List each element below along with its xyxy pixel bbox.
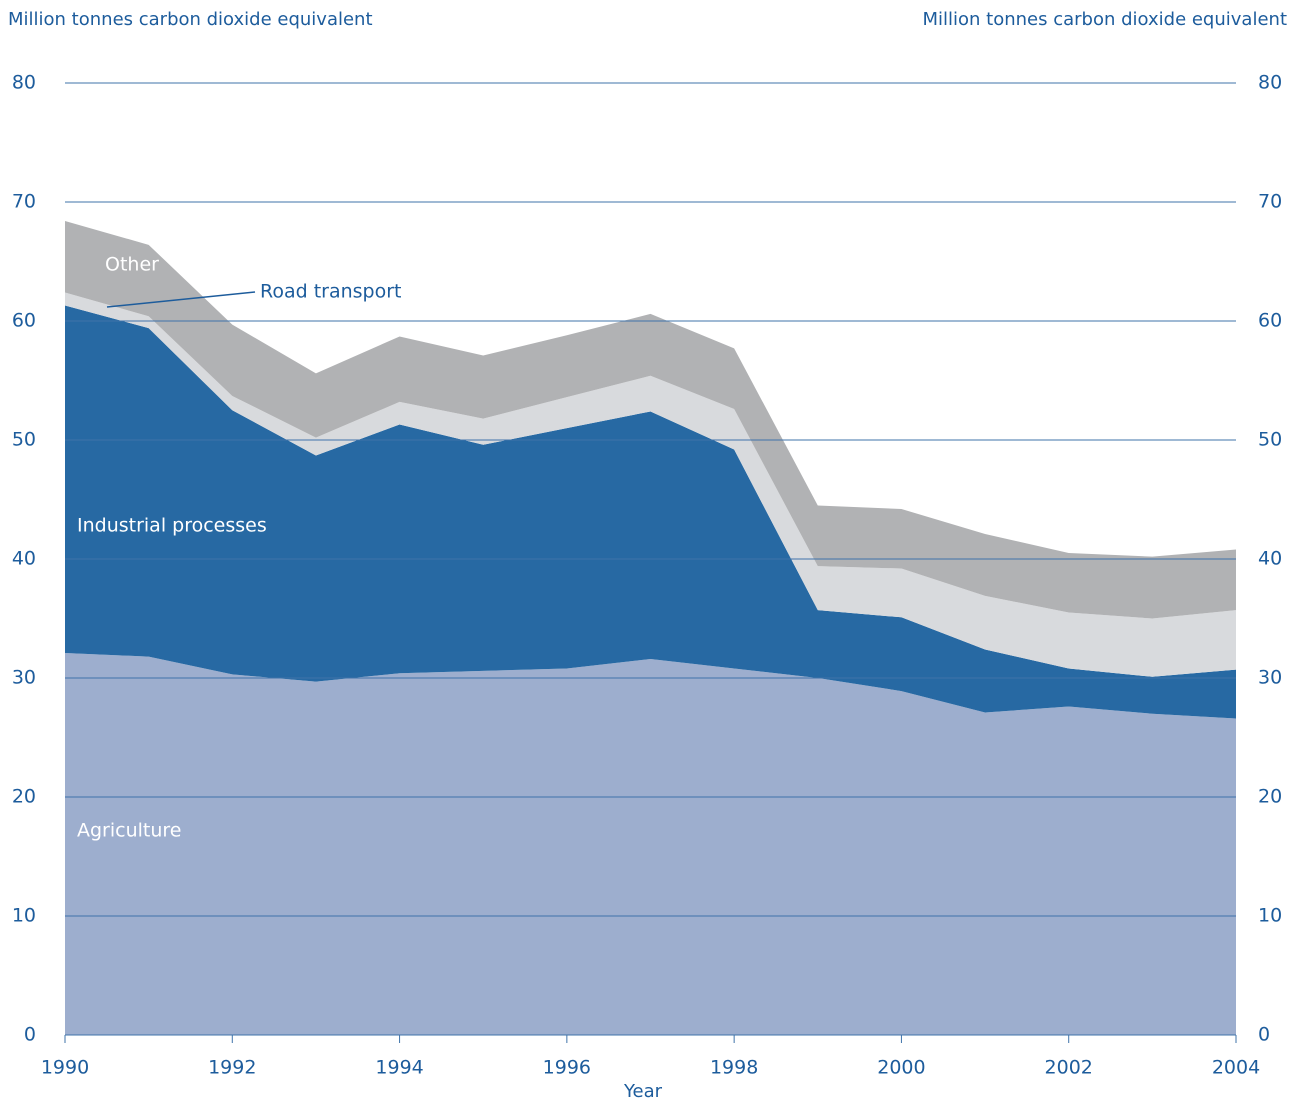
- area: [65, 653, 1236, 1035]
- area-label: Road transport: [260, 281, 402, 303]
- y2-tick-label: 40: [1258, 548, 1282, 570]
- y2-tick-label: 10: [1258, 905, 1282, 927]
- y-tick-label: 0: [24, 1024, 36, 1046]
- x-tick-label: 1992: [208, 1057, 256, 1079]
- x-tick-label: 1994: [375, 1057, 423, 1079]
- y-tick-label: 80: [12, 72, 36, 94]
- y2-tick-label: 30: [1258, 667, 1282, 689]
- y2-axis-title: Million tonnes carbon dioxide equivalent: [922, 9, 1287, 30]
- area-label: Industrial processes: [77, 515, 267, 537]
- x-tick-label: 1996: [543, 1057, 591, 1079]
- x-tick-label: 1990: [41, 1057, 89, 1079]
- y2-tick-label: 80: [1258, 72, 1282, 94]
- area: [65, 221, 1236, 619]
- y-tick-label: 60: [12, 310, 36, 332]
- x-tick-label: 2004: [1212, 1057, 1260, 1079]
- area: [65, 292, 1236, 677]
- area: [65, 305, 1236, 719]
- y-tick-label: 70: [12, 191, 36, 213]
- x-tick-label: 1998: [710, 1057, 758, 1079]
- area-label: Other: [105, 254, 159, 276]
- area-label: Agriculture: [77, 820, 182, 842]
- y-tick-label: 10: [12, 905, 36, 927]
- x-axis-title: Year: [623, 1081, 663, 1102]
- y-tick-label: 50: [12, 429, 36, 451]
- y2-tick-label: 60: [1258, 310, 1282, 332]
- x-tick-label: 2000: [877, 1057, 925, 1079]
- y2-tick-label: 70: [1258, 191, 1282, 213]
- y-tick-label: 20: [12, 786, 36, 808]
- y-axis-title: Million tonnes carbon dioxide equivalent: [8, 9, 373, 30]
- y2-tick-label: 20: [1258, 786, 1282, 808]
- y2-tick-label: 0: [1258, 1024, 1270, 1046]
- x-tick-label: 2002: [1045, 1057, 1093, 1079]
- y-tick-label: 40: [12, 548, 36, 570]
- y2-tick-label: 50: [1258, 429, 1282, 451]
- y-tick-label: 30: [12, 667, 36, 689]
- leader-line: [106, 291, 256, 308]
